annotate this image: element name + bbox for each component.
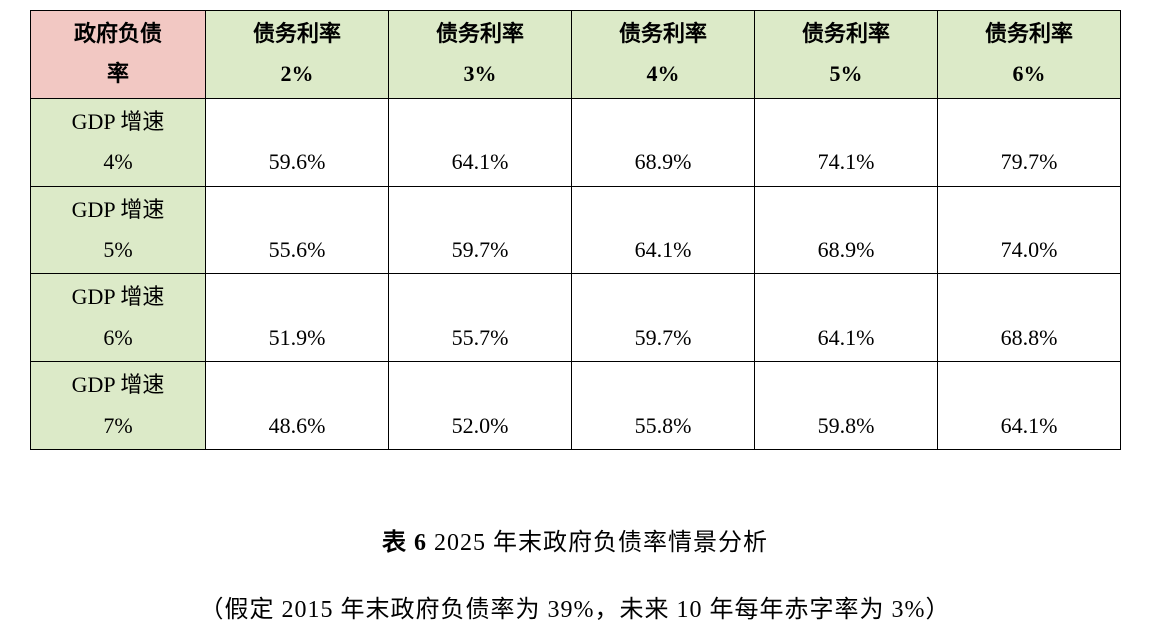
cell-2-1: 55.7%: [389, 274, 572, 362]
corner-header: 政府负债 率: [31, 11, 206, 99]
row-header-3: GDP 增速 7%: [31, 362, 206, 450]
cell-1-2: 64.1%: [572, 186, 755, 274]
row-header-1-line2: 5%: [31, 237, 205, 263]
table-row: GDP 增速 4% 59.6% 64.1% 68.9% 74.1% 79.7%: [31, 98, 1121, 186]
row-header-2: GDP 增速 6%: [31, 274, 206, 362]
cell-2-0: 51.9%: [206, 274, 389, 362]
cell-2-4: 68.8%: [938, 274, 1121, 362]
corner-header-line1: 政府负债: [31, 21, 205, 47]
col-header-2: 债务利率 4%: [572, 11, 755, 99]
row-header-2-line1: GDP 增速: [31, 284, 205, 310]
col-header-2-line2: 4%: [572, 61, 754, 87]
cell-2-3-val: 64.1%: [755, 325, 937, 351]
cell-0-3: 74.1%: [755, 98, 938, 186]
cell-3-3-val: 59.8%: [755, 413, 937, 439]
cell-2-1-val: 55.7%: [389, 325, 571, 351]
cell-0-2-val: 68.9%: [572, 149, 754, 175]
cell-2-4-val: 68.8%: [938, 325, 1120, 351]
table-caption: 表 6 2025 年末政府负债率情景分析 （假定 2015 年末政府负债率为 3…: [30, 522, 1120, 624]
cell-1-2-val: 64.1%: [572, 237, 754, 263]
col-header-0-line2: 2%: [206, 61, 388, 87]
cell-3-2: 55.8%: [572, 362, 755, 450]
caption-title: 表 6 2025 年末政府负债率情景分析: [30, 522, 1120, 557]
cell-0-4-val: 79.7%: [938, 149, 1120, 175]
cell-2-0-val: 51.9%: [206, 325, 388, 351]
cell-3-0: 48.6%: [206, 362, 389, 450]
col-header-4-line1: 债务利率: [938, 21, 1120, 47]
cell-3-0-val: 48.6%: [206, 413, 388, 439]
table-row: GDP 增速 5% 55.6% 59.7% 64.1% 68.9% 74.0%: [31, 186, 1121, 274]
corner-header-line2: 率: [31, 61, 205, 87]
cell-0-0-val: 59.6%: [206, 149, 388, 175]
col-header-4: 债务利率 6%: [938, 11, 1121, 99]
cell-1-4: 74.0%: [938, 186, 1121, 274]
cell-3-1: 52.0%: [389, 362, 572, 450]
col-header-3-line1: 债务利率: [755, 21, 937, 47]
cell-3-4-val: 64.1%: [938, 413, 1120, 439]
col-header-2-line1: 债务利率: [572, 21, 754, 47]
table-row: GDP 增速 6% 51.9% 55.7% 59.7% 64.1% 68.8%: [31, 274, 1121, 362]
page-wrap: 政府负债 率 债务利率 2% 债务利率 3%: [0, 0, 1150, 624]
row-header-1-line1: GDP 增速: [31, 197, 205, 223]
cell-2-2-val: 59.7%: [572, 325, 754, 351]
cell-3-3: 59.8%: [755, 362, 938, 450]
cell-3-2-val: 55.8%: [572, 413, 754, 439]
cell-3-1-val: 52.0%: [389, 413, 571, 439]
row-header-1: GDP 增速 5%: [31, 186, 206, 274]
row-header-0: GDP 增速 4%: [31, 98, 206, 186]
col-header-0-line1: 债务利率: [206, 21, 388, 47]
cell-0-1: 64.1%: [389, 98, 572, 186]
caption-title-rest: 2025 年末政府负债率情景分析: [427, 530, 768, 556]
caption-subtitle: （假定 2015 年末政府负债率为 39%，未来 10 年每年赤字率为 3%）: [30, 589, 1120, 624]
cell-1-1: 59.7%: [389, 186, 572, 274]
row-header-3-line2: 7%: [31, 413, 205, 439]
cell-2-2: 59.7%: [572, 274, 755, 362]
row-header-3-line1: GDP 增速: [31, 372, 205, 398]
cell-1-4-val: 74.0%: [938, 237, 1120, 263]
row-header-0-line1: GDP 增速: [31, 109, 205, 135]
col-header-3-line2: 5%: [755, 61, 937, 87]
col-header-1: 债务利率 3%: [389, 11, 572, 99]
col-header-3: 债务利率 5%: [755, 11, 938, 99]
table-row: GDP 增速 7% 48.6% 52.0% 55.8% 59.8% 64.1%: [31, 362, 1121, 450]
cell-1-0-val: 55.6%: [206, 237, 388, 263]
caption-title-bold: 表 6: [382, 530, 427, 556]
cell-1-3-val: 68.9%: [755, 237, 937, 263]
cell-0-0: 59.6%: [206, 98, 389, 186]
cell-1-1-val: 59.7%: [389, 237, 571, 263]
debt-ratio-table: 政府负债 率 债务利率 2% 债务利率 3%: [30, 10, 1121, 450]
col-header-1-line1: 债务利率: [389, 21, 571, 47]
cell-2-3: 64.1%: [755, 274, 938, 362]
cell-0-4: 79.7%: [938, 98, 1121, 186]
row-header-0-line2: 4%: [31, 149, 205, 175]
cell-0-3-val: 74.1%: [755, 149, 937, 175]
cell-3-4: 64.1%: [938, 362, 1121, 450]
col-header-4-line2: 6%: [938, 61, 1120, 87]
row-header-2-line2: 6%: [31, 325, 205, 351]
cell-0-2: 68.9%: [572, 98, 755, 186]
table-header-row: 政府负债 率 债务利率 2% 债务利率 3%: [31, 11, 1121, 99]
col-header-1-line2: 3%: [389, 61, 571, 87]
cell-0-1-val: 64.1%: [389, 149, 571, 175]
col-header-0: 债务利率 2%: [206, 11, 389, 99]
cell-1-3: 68.9%: [755, 186, 938, 274]
cell-1-0: 55.6%: [206, 186, 389, 274]
